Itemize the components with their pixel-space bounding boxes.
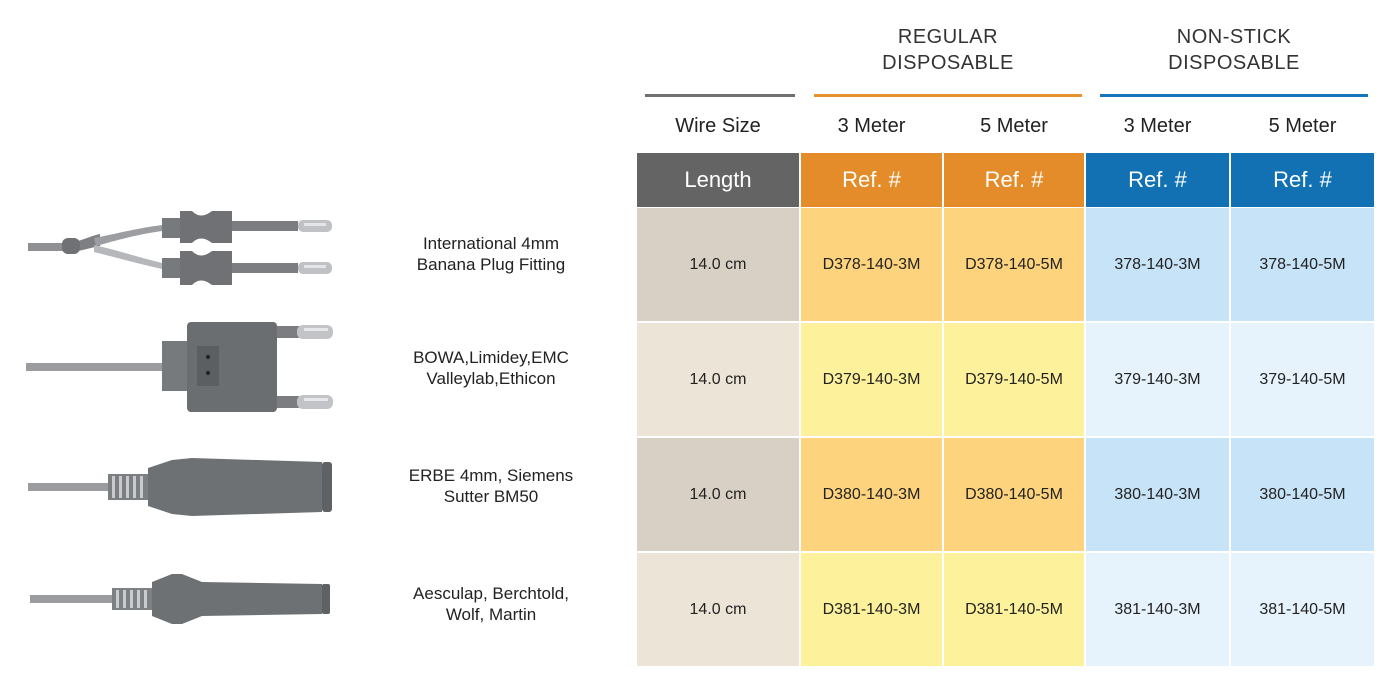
subheader-non-stick-5-meter: 5 Meter: [1268, 115, 1337, 137]
ref-cell-non-stick-3m: 379-140-3M: [1086, 323, 1229, 436]
connector-description: International 4mm Banana Plug Fitting: [416, 234, 566, 274]
dual-banana-plug-icon: [28, 211, 332, 285]
ref-cell-regular-5m: D378-140-5M: [944, 208, 1084, 321]
ref-cell-regular-3m: D378-140-3M: [801, 208, 942, 321]
subheader-non-stick-3-meter: 3 Meter: [1123, 115, 1192, 137]
header-length: Length: [637, 153, 799, 207]
ref-cell-regular-5m: D380-140-5M: [944, 438, 1084, 551]
length-cell: 14.0 cm: [637, 553, 799, 666]
ref-cell-non-stick-5m: 379-140-5M: [1231, 323, 1374, 436]
length-cell: 14.0 cm: [637, 438, 799, 551]
header-ref-non-stick-5m: Ref. #: [1231, 153, 1374, 207]
ref-cell-non-stick-3m: 378-140-3M: [1086, 208, 1229, 321]
group-title-non-stick-disposable: NON-STICK DISPOSABLE: [1168, 26, 1300, 74]
connector-description: Aesculap, Berchtold, Wolf, Martin: [413, 584, 569, 624]
non-stick-disposable-rule: [1100, 94, 1368, 97]
twin-pin-connector-icon: [26, 322, 333, 412]
group-title-regular-disposable: REGULAR DISPOSABLE: [882, 26, 1014, 74]
header-ref-regular-5m: Ref. #: [944, 153, 1084, 207]
subheader-wire-size: Wire Size: [675, 115, 761, 137]
regular-disposable-rule: [814, 94, 1082, 97]
ref-cell-regular-3m: D379-140-3M: [801, 323, 942, 436]
connector-description: ERBE 4mm, Siemens Sutter BM50: [408, 466, 574, 506]
header-ref-non-stick-3m: Ref. #: [1086, 153, 1229, 207]
subheader-regular-3-meter: 3 Meter: [837, 115, 906, 137]
length-cell: 14.0 cm: [637, 208, 799, 321]
header-ref-regular-3m: Ref. #: [801, 153, 942, 207]
wire-size-rule: [645, 94, 795, 97]
erbe-connector-icon: [28, 458, 332, 516]
length-cell: 14.0 cm: [637, 323, 799, 436]
connector-description: BOWA,Limidey,EMC Valleylab,Ethicon: [413, 348, 569, 388]
ref-cell-non-stick-5m: 380-140-5M: [1231, 438, 1374, 551]
ref-cell-regular-3m: D380-140-3M: [801, 438, 942, 551]
ref-cell-non-stick-5m: 378-140-5M: [1231, 208, 1374, 321]
ref-cell-regular-5m: D379-140-5M: [944, 323, 1084, 436]
aesculap-connector-icon: [30, 574, 330, 624]
ref-cell-non-stick-5m: 381-140-5M: [1231, 553, 1374, 666]
subheader-regular-5-meter: 5 Meter: [980, 115, 1048, 137]
ref-cell-regular-3m: D381-140-3M: [801, 553, 942, 666]
ref-cell-regular-5m: D381-140-5M: [944, 553, 1084, 666]
ref-cell-non-stick-3m: 380-140-3M: [1086, 438, 1229, 551]
ref-cell-non-stick-3m: 381-140-3M: [1086, 553, 1229, 666]
